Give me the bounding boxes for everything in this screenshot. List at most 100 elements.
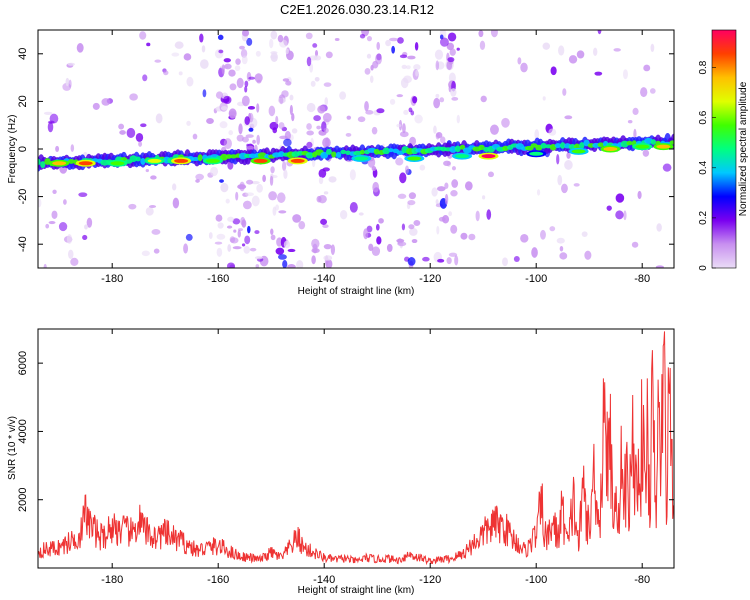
spec-noise-blob	[339, 210, 348, 220]
spec-noise-blob	[576, 50, 585, 59]
spec-noise-blob	[549, 226, 556, 232]
spec-ridge-mid	[40, 161, 46, 169]
spec-noise-blob	[395, 157, 404, 166]
spec-noise-blob	[270, 166, 275, 174]
spec-ridge-mid	[554, 143, 562, 149]
spec-noise-blob	[439, 136, 446, 144]
spec-ridge-mid	[626, 140, 633, 146]
spec-noise-blob	[573, 183, 580, 187]
spec-noise-blob	[185, 233, 193, 241]
spec-noise-blob	[243, 246, 251, 254]
spec-noise-blob	[656, 223, 662, 232]
spec-noise-blob	[366, 53, 372, 59]
spec-noise-blob	[435, 60, 440, 71]
spec-ridge-mid	[373, 148, 380, 155]
spec-noise-blob	[407, 257, 416, 266]
spec-noise-blob	[248, 76, 256, 80]
spec-noise-blob	[49, 113, 59, 124]
spec-noise-blob	[84, 224, 88, 230]
snr-panel: -180 -160 -140 -120 -100 -80 2000 4000 6000 Hei…	[7, 328, 675, 596]
spec-noise-blob	[615, 193, 625, 203]
colorbar-axis: 0 0.2 0.4 0.6 0.8	[698, 60, 716, 271]
spec-x-tick-label: -80	[634, 273, 650, 285]
spec-hotspot	[205, 158, 220, 163]
spec-x-tick-label: -140	[313, 273, 335, 285]
spec-noise-blob	[38, 198, 42, 208]
spec-noise-blob	[502, 257, 508, 267]
spec-noise-blob	[192, 133, 198, 140]
spec-noise-blob	[226, 225, 233, 229]
spec-noise-blob	[414, 114, 423, 124]
snr-x-tick-label: -80	[634, 574, 650, 586]
spec-noise-blob	[186, 120, 191, 126]
spec-noise-blob	[214, 241, 223, 245]
spec-noise-blob	[407, 55, 416, 60]
spec-noise-blob	[218, 49, 224, 54]
spec-noise-blob	[66, 234, 73, 244]
spec-noise-blob	[451, 96, 459, 101]
spec-noise-blob	[540, 229, 546, 240]
spec-noise-blob	[404, 165, 409, 174]
spec-noise-blob	[237, 184, 247, 190]
snr-background	[38, 329, 674, 568]
spec-x-tick-label: -120	[419, 273, 441, 285]
spec-noise-blob	[408, 107, 413, 113]
spec-ridge-mid	[277, 151, 285, 158]
spec-noise-blob	[45, 223, 50, 229]
spec-noise-blob	[219, 121, 228, 129]
spec-noise-blob	[520, 62, 528, 73]
spec-noise-blob	[312, 43, 318, 48]
spec-noise-blob	[306, 123, 312, 130]
spec-noise-blob	[268, 191, 278, 201]
spec-noise-blob	[633, 128, 637, 140]
spec-noise-blob	[431, 187, 438, 197]
spec-ridge-mid	[449, 145, 457, 153]
spec-noise-blob	[248, 112, 254, 123]
spec-noise-blob	[140, 123, 147, 128]
spec-noise-blob	[613, 48, 621, 52]
spec-noise-blob	[386, 243, 393, 253]
spec-noise-blob	[378, 218, 384, 224]
spec-noise-blob	[223, 138, 232, 150]
spec-noise-blob	[245, 145, 254, 150]
spec-noise-blob	[456, 47, 460, 51]
spectrogram-panel: -180 -160 -140 -120 -100 -80 -40 -20 0 20 40 Heig…	[7, 29, 675, 297]
figure-title: C2E1.2026.030.23.14.R12	[280, 2, 434, 17]
spec-noise-blob	[366, 225, 373, 233]
spec-noise-blob	[594, 71, 603, 76]
spec-noise-blob	[199, 59, 209, 69]
spec-noise-blob	[396, 94, 404, 98]
spec-noise-blob	[58, 221, 68, 232]
snr-x-tick-label: -120	[419, 574, 441, 586]
spec-noise-blob	[413, 220, 421, 226]
spec-noise-blob	[219, 179, 224, 183]
spec-noise-blob	[396, 123, 402, 128]
spec-noise-blob	[376, 236, 382, 245]
spec-noise-blob	[422, 256, 430, 262]
spec-ridge-mid	[540, 142, 547, 149]
spec-noise-blob	[86, 217, 93, 228]
spec-noise-blob	[146, 42, 151, 47]
spec-noise-blob	[401, 223, 406, 231]
spec-noise-blob	[230, 237, 239, 244]
spec-noise-blob	[371, 126, 378, 135]
spec-noise-blob	[447, 57, 455, 63]
spec-noise-blob	[408, 192, 417, 200]
spec-noise-blob	[662, 163, 672, 172]
spec-noise-blob	[376, 108, 385, 114]
spec-noise-blob	[291, 113, 295, 122]
spec-noise-blob	[241, 136, 249, 143]
spec-noise-blob	[548, 128, 557, 136]
spec-noise-blob	[435, 199, 439, 205]
spec-noise-blob	[220, 106, 228, 111]
spec-noise-blob	[561, 183, 568, 194]
spec-noise-blob	[479, 40, 486, 51]
spec-noise-blob	[256, 134, 260, 146]
spec-noise-blob	[251, 195, 260, 207]
spec-noise-blob	[126, 127, 136, 138]
spec-noise-blob	[346, 115, 352, 120]
spec-noise-blob	[310, 80, 316, 87]
spec-hotspot	[147, 158, 162, 163]
spec-ridge-mid	[38, 158, 41, 166]
